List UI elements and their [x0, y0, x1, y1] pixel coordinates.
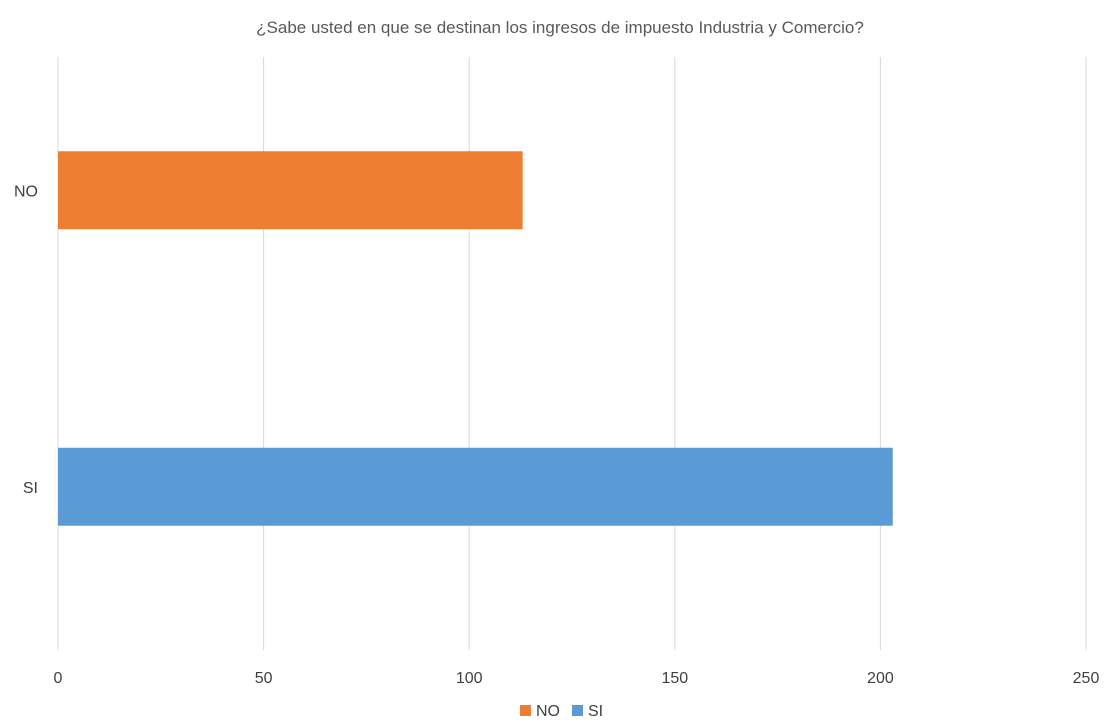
x-tick-label: 150: [661, 670, 688, 687]
gridlines: [57, 57, 1087, 650]
legend-label-si: SI: [588, 703, 603, 720]
x-axis-ticks: 0 50 100 150 200 250: [54, 670, 1100, 687]
category-label-si: SI: [23, 480, 38, 497]
x-tick-label: 200: [867, 670, 894, 687]
legend-label-no: NO: [536, 703, 560, 720]
bars: [58, 151, 893, 526]
x-tick-label: 50: [255, 670, 273, 687]
bar-no: [58, 151, 523, 230]
legend-swatch-si: [572, 705, 583, 716]
chart-title: ¿Sabe usted en que se destinan los ingre…: [256, 18, 864, 37]
x-tick-label: 100: [456, 670, 483, 687]
legend: NO SI: [520, 703, 603, 720]
legend-swatch-no: [520, 705, 531, 716]
x-tick-label: 250: [1073, 670, 1100, 687]
category-labels: NO SI: [14, 183, 38, 497]
x-tick-label: 0: [54, 670, 63, 687]
category-label-no: NO: [14, 183, 38, 200]
bar-si: [58, 447, 893, 526]
